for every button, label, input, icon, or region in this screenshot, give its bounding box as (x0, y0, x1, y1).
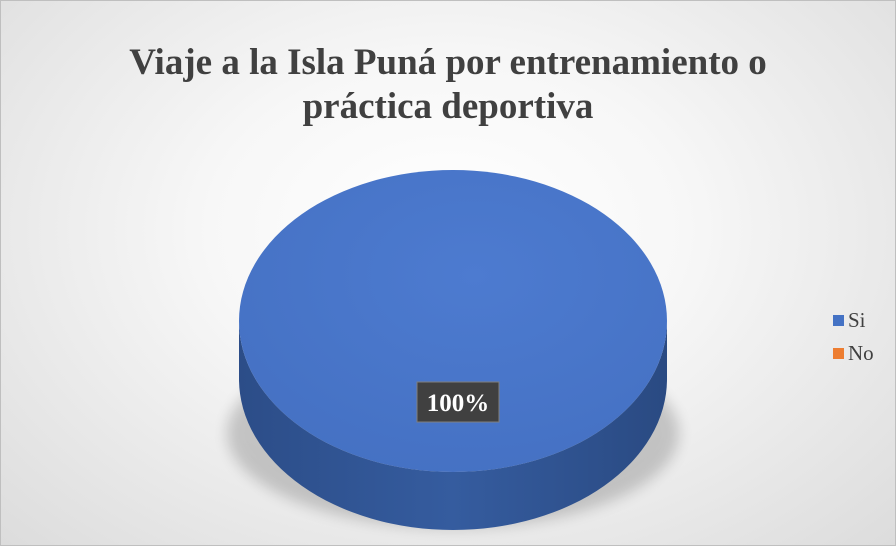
legend-label-no: No (848, 341, 874, 365)
legend: Si No (833, 304, 874, 370)
legend-item-no: No (833, 337, 874, 370)
legend-item-si: Si (833, 304, 874, 337)
legend-swatch-no (833, 348, 844, 359)
chart-title: Viaje a la Isla Puná por entrenamiento o… (1, 41, 895, 129)
pie-slice-si (239, 170, 667, 472)
data-label-text: 100% (427, 390, 490, 417)
chart-title-line-2: práctica deportiva (302, 86, 594, 127)
data-label-100: 100% (416, 381, 500, 423)
chart-title-line-1: Viaje a la Isla Puná por entrenamiento o (129, 42, 767, 83)
pie-side-wall (239, 321, 667, 530)
data-label-box (416, 381, 500, 423)
legend-label-si: Si (848, 308, 866, 332)
legend-swatch-si (833, 315, 844, 326)
